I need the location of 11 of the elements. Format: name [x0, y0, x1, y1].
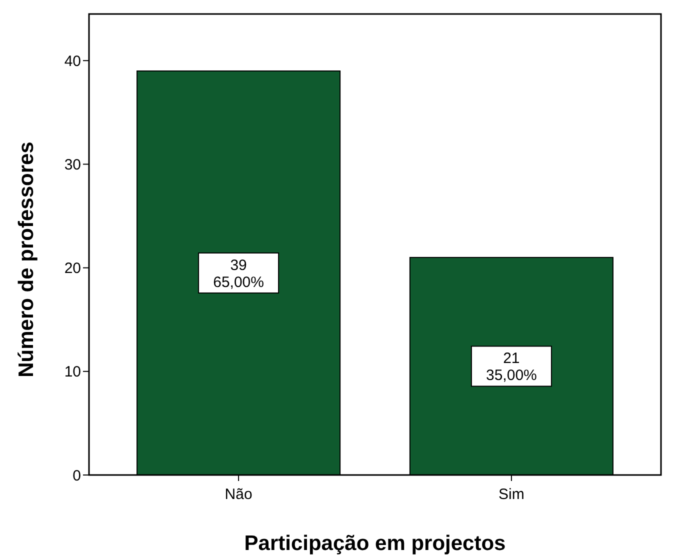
y-axis-title: Número de professores	[15, 142, 38, 378]
data-label: 39 65,00%	[213, 256, 264, 291]
y-tick-label: 40	[64, 52, 81, 70]
data-label: 21 35,00%	[486, 350, 537, 384]
x-tick-label: Não	[224, 486, 252, 503]
y-tick-label: 10	[64, 364, 81, 381]
y-tick-label: 30	[64, 156, 81, 174]
x-tick-label: Sim	[498, 486, 524, 503]
x-axis-title: Participação em projectos	[244, 532, 506, 555]
y-tick-label: 20	[64, 260, 81, 278]
y-tick-label: 0	[72, 467, 81, 484]
